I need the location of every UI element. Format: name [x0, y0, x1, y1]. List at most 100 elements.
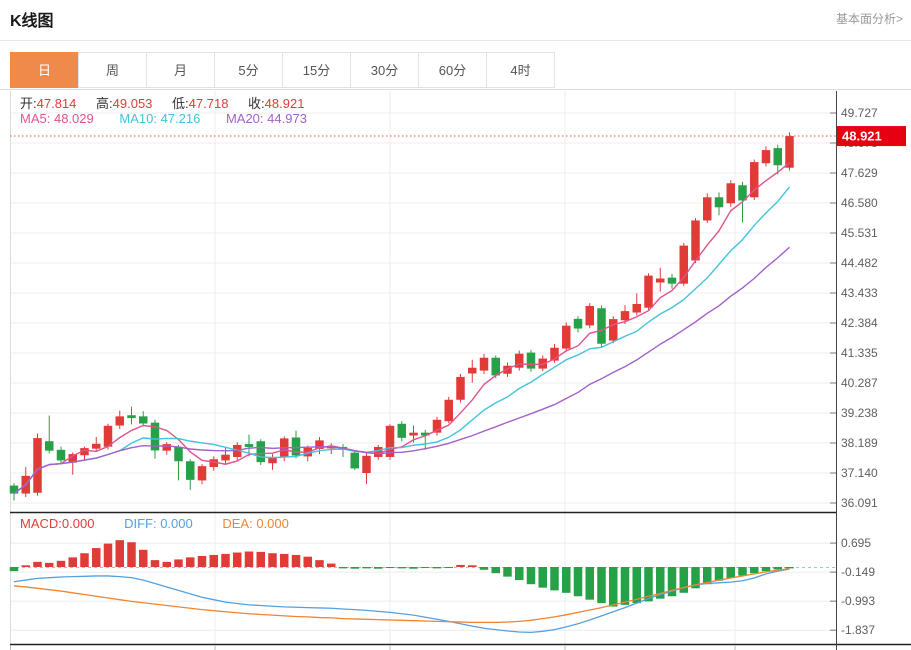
candle-body — [726, 183, 735, 204]
price-axis-label: 48.678 — [841, 136, 878, 150]
ma10-legend: MA10: 47.216 — [119, 111, 201, 126]
macd-bar — [468, 565, 477, 567]
macd-bar — [244, 551, 254, 567]
tab-30min[interactable]: 30分 — [350, 52, 419, 88]
macd-bar — [186, 557, 195, 567]
macd-bar — [597, 567, 606, 604]
macd-bar — [585, 567, 594, 600]
macd-bar — [515, 567, 524, 581]
candle-body — [773, 148, 782, 166]
candle-body — [9, 485, 19, 494]
candle-body — [409, 432, 418, 436]
ma5-line — [13, 162, 790, 495]
tab-60min[interactable]: 60分 — [418, 52, 487, 88]
candle-body — [503, 365, 512, 374]
macd-axis-label: -1.837 — [841, 623, 875, 637]
candle-body — [291, 437, 301, 456]
tab-4hour[interactable]: 4时 — [486, 52, 555, 88]
macd-value: MACD:0.000 — [20, 516, 95, 531]
candle-body — [597, 308, 606, 344]
price-axis-label: 37.140 — [841, 466, 878, 480]
candle-body — [303, 447, 312, 457]
price-axis-label: 47.629 — [841, 166, 878, 180]
candle-body — [162, 444, 171, 451]
candle-body — [620, 311, 630, 321]
macd-bar — [432, 567, 442, 569]
candle-body — [515, 353, 524, 368]
price-axis-label: 42.384 — [841, 316, 878, 330]
header-divider — [0, 40, 911, 41]
tab-week[interactable]: 周 — [78, 52, 147, 88]
price-axis-label: 41.335 — [841, 346, 878, 360]
macd-bar — [45, 562, 54, 567]
candle-body — [479, 357, 489, 371]
macd-bar — [785, 567, 794, 569]
interval-tab-strip: 日 周 月 5分 15分 30分 60分 4时 — [0, 52, 911, 90]
diff-line — [13, 568, 790, 634]
diff-value: DIFF: 0.000 — [124, 516, 193, 531]
candle-body — [691, 220, 700, 261]
candle-body — [573, 318, 583, 329]
macd-bar — [444, 567, 453, 569]
macd-bar — [80, 553, 89, 567]
macd-bar — [550, 567, 559, 591]
macd-bar — [233, 552, 242, 567]
ma10-line — [13, 186, 791, 495]
candle-body — [280, 438, 289, 458]
macd-bar — [538, 567, 547, 588]
page-title: K线图 — [10, 13, 54, 30]
dea-value: DEA: 0.000 — [222, 516, 289, 531]
ohlc-open: 开:47.814 — [20, 96, 77, 111]
macd-bar — [209, 554, 218, 567]
candle-body — [456, 376, 465, 400]
candle-body — [315, 440, 324, 449]
macd-bar — [103, 543, 113, 567]
tab-month[interactable]: 月 — [146, 52, 215, 88]
macd-bar — [21, 565, 30, 567]
candle-body — [150, 422, 160, 451]
macd-bar — [385, 567, 395, 569]
macd-bar — [327, 563, 336, 567]
ma-legend: MA5: 48.029 MA10: 47.216 MA20: 44.973 — [20, 111, 329, 126]
macd-bar — [33, 561, 42, 567]
last-price-tag — [837, 126, 906, 147]
candle-body — [139, 416, 148, 424]
macd-bar — [68, 557, 77, 567]
tab-day[interactable]: 日 — [10, 52, 79, 88]
candle-body — [268, 456, 277, 464]
macd-bar — [573, 567, 583, 597]
macd-bar — [197, 555, 207, 567]
candle-body — [632, 303, 641, 313]
macd-bar — [691, 567, 700, 589]
fundamental-analysis-link[interactable]: 基本面分析> — [835, 12, 903, 26]
candle-body — [491, 357, 500, 376]
candle-body — [432, 419, 442, 433]
macd-bar — [479, 567, 489, 570]
macd-bar — [303, 556, 312, 567]
candle-body — [538, 358, 547, 369]
macd-bar — [562, 567, 571, 593]
candle-body — [221, 454, 230, 461]
candle-body — [45, 441, 54, 451]
candle-body — [703, 197, 712, 221]
macd-bar — [421, 567, 430, 569]
tab-5min[interactable]: 5分 — [214, 52, 283, 88]
candle-body — [468, 367, 477, 374]
tab-15min[interactable]: 15分 — [282, 52, 351, 88]
macd-bar — [92, 548, 101, 567]
macd-bar — [56, 560, 66, 567]
macd-bar — [503, 567, 512, 577]
last-price-tag-value: 48.921 — [842, 129, 882, 144]
candle-body — [397, 423, 406, 438]
candle-body — [33, 438, 42, 493]
macd-bar — [9, 567, 19, 572]
ma5-legend: MA5: 48.029 — [20, 111, 94, 126]
ma20-legend: MA20: 44.973 — [225, 111, 307, 126]
price-axis-label: 45.531 — [841, 226, 878, 240]
ma20-line — [13, 246, 790, 495]
price-axis-label: 43.433 — [841, 286, 878, 300]
macd-bar — [526, 567, 536, 585]
macd-bar — [221, 553, 230, 567]
candle-body — [750, 162, 759, 198]
macd-bar — [761, 567, 771, 572]
